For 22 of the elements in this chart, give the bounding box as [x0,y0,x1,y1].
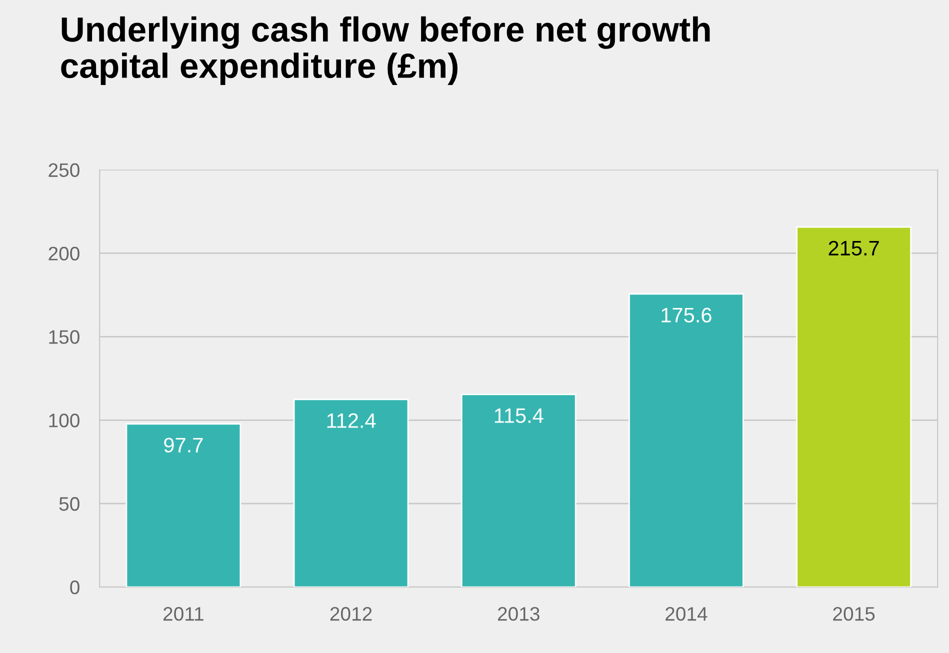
data-label: 175.6 [662,308,712,322]
bar [796,226,912,588]
y-tick-label: 200 [48,246,80,260]
y-tick-label: 50 [59,497,80,511]
y-tick-label: 150 [49,330,80,344]
data-label: 215.7 [828,240,879,256]
y-tick-label: 250 [48,163,80,178]
data-label: 115.4 [494,408,544,423]
bar [126,423,242,588]
x-tick-label: 2012 [330,607,372,621]
bar [460,394,576,588]
chart-title: Underlying cash flow before net growth capital expenditure (£m) [61,16,710,85]
x-tick-label: 2014 [666,607,708,621]
data-label: 97.7 [164,438,203,453]
bar [293,398,409,588]
data-label: 112.4 [327,413,376,428]
x-tick-label: 2015 [833,607,875,621]
y-tick-label: 100 [49,414,80,428]
bar [628,293,744,588]
x-tick-label: 2013 [498,607,540,621]
y-tick-label: 0 [70,580,80,594]
x-tick-label: 2011 [164,607,204,621]
